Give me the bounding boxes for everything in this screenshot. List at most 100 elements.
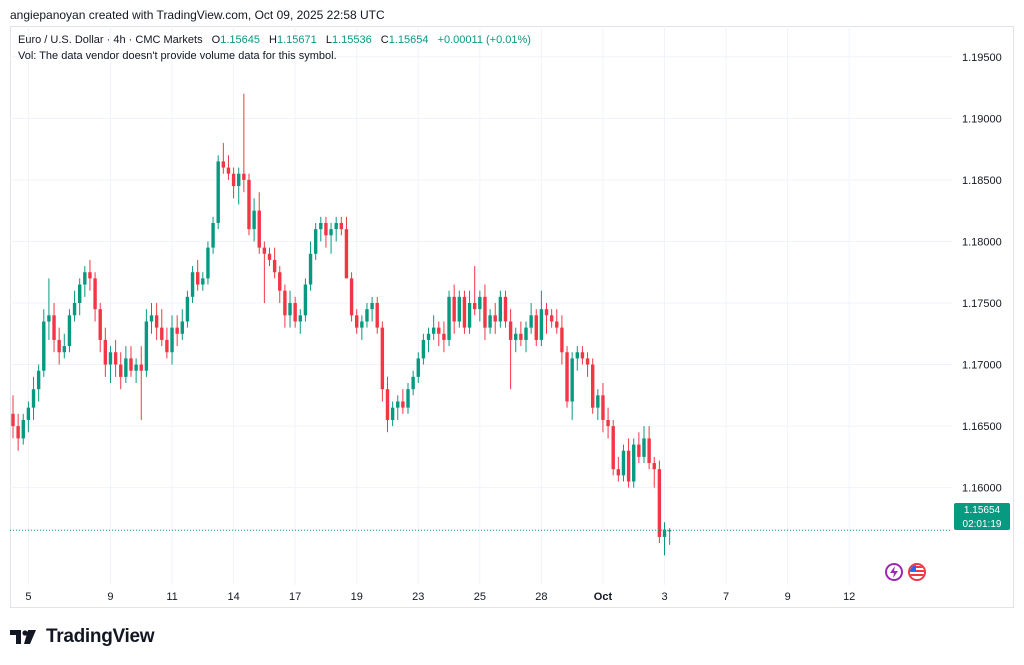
candle-body xyxy=(252,210,256,230)
candle xyxy=(231,167,236,199)
countdown-value: 02:01:19 xyxy=(962,519,1002,530)
candle xyxy=(596,389,600,420)
candle xyxy=(380,321,385,402)
candle-body xyxy=(447,296,451,340)
candle-body xyxy=(601,395,605,420)
candle xyxy=(514,327,518,353)
chart-panel[interactable] xyxy=(10,26,1014,608)
candle-body xyxy=(667,530,672,532)
candle xyxy=(154,303,159,340)
candle-body xyxy=(144,321,149,371)
candle xyxy=(47,278,51,340)
candle xyxy=(498,290,503,328)
candle-body xyxy=(508,321,513,340)
candle-body xyxy=(473,303,477,310)
candle-body xyxy=(616,469,621,476)
last-price-tag: 1.15654 02:01:19 xyxy=(954,503,1010,530)
candle xyxy=(31,376,36,420)
candle-body xyxy=(652,463,656,470)
candle xyxy=(57,327,61,365)
candle-body xyxy=(72,303,77,316)
candle-body xyxy=(319,222,323,230)
candle xyxy=(503,290,508,328)
candle xyxy=(570,352,574,420)
candle-body xyxy=(247,179,251,230)
open-value: 1.15645 xyxy=(220,34,260,46)
candle xyxy=(370,296,374,322)
candle-body xyxy=(303,284,308,316)
candle-body xyxy=(437,327,441,334)
candle xyxy=(98,303,102,353)
candle xyxy=(544,303,549,334)
candle-body xyxy=(580,352,585,359)
candle xyxy=(339,216,344,236)
candle xyxy=(288,290,292,328)
candle xyxy=(462,290,467,334)
candle xyxy=(103,327,108,377)
candle xyxy=(667,528,672,545)
candle xyxy=(524,321,528,353)
low-value: 1.15536 xyxy=(331,34,372,46)
x-tick-label: 23 xyxy=(412,591,424,603)
candle xyxy=(308,241,313,291)
chart-grid xyxy=(10,26,952,585)
candle-body xyxy=(67,315,72,347)
candle xyxy=(319,216,323,242)
candle xyxy=(324,216,328,248)
candle xyxy=(519,321,523,347)
candle xyxy=(534,309,538,347)
candle-body xyxy=(298,315,302,322)
candle-body xyxy=(11,413,15,427)
candle-body xyxy=(237,173,241,187)
candle-body xyxy=(62,346,66,353)
candle xyxy=(575,346,579,371)
candle xyxy=(36,364,41,402)
candle-body xyxy=(421,339,426,359)
candle-body xyxy=(201,278,205,285)
change-value: +0.00011 (+0.01%) xyxy=(437,34,531,46)
candle xyxy=(211,216,215,254)
candle-body xyxy=(390,407,395,420)
x-tick-label: 19 xyxy=(351,591,363,603)
candle xyxy=(165,327,169,359)
us-flag-event-icon[interactable] xyxy=(908,563,926,581)
candle-body xyxy=(575,352,579,359)
candle xyxy=(21,413,25,445)
candle-body xyxy=(585,358,590,365)
candle-body xyxy=(519,333,523,340)
x-tick-label: 9 xyxy=(107,591,113,603)
ohlc-legend: Euro / U.S. Dollar · 4h · CMC Markets O1… xyxy=(18,34,531,46)
candle-body xyxy=(452,296,456,322)
candle xyxy=(662,522,667,556)
candle xyxy=(252,198,256,242)
candle-body xyxy=(380,327,385,390)
candle xyxy=(657,460,662,544)
candle-body xyxy=(503,296,508,322)
candle xyxy=(344,216,349,279)
candle xyxy=(611,419,615,476)
candle xyxy=(77,278,82,316)
candle-body xyxy=(139,364,143,371)
candle xyxy=(134,358,138,384)
candle xyxy=(637,432,641,464)
candle xyxy=(67,309,72,353)
candle xyxy=(149,303,154,334)
candle xyxy=(426,327,431,353)
candle-body xyxy=(365,309,369,322)
candle xyxy=(621,444,626,482)
candle-body xyxy=(657,469,662,537)
candles xyxy=(11,93,672,556)
lightning-event-icon[interactable] xyxy=(885,563,903,581)
x-tick-label: 14 xyxy=(227,591,239,603)
candle-body xyxy=(88,272,92,279)
candle xyxy=(124,346,128,384)
y-tick-label: 1.16500 xyxy=(962,421,1002,433)
candle xyxy=(555,309,559,334)
candle-body xyxy=(103,339,108,365)
candle-body xyxy=(401,401,405,408)
candle xyxy=(72,290,77,322)
candle xyxy=(201,272,205,291)
candle xyxy=(226,155,231,180)
candle-body xyxy=(242,173,246,180)
